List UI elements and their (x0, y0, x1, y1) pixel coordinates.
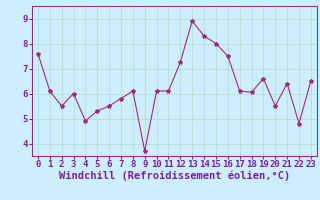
X-axis label: Windchill (Refroidissement éolien,°C): Windchill (Refroidissement éolien,°C) (59, 171, 290, 181)
